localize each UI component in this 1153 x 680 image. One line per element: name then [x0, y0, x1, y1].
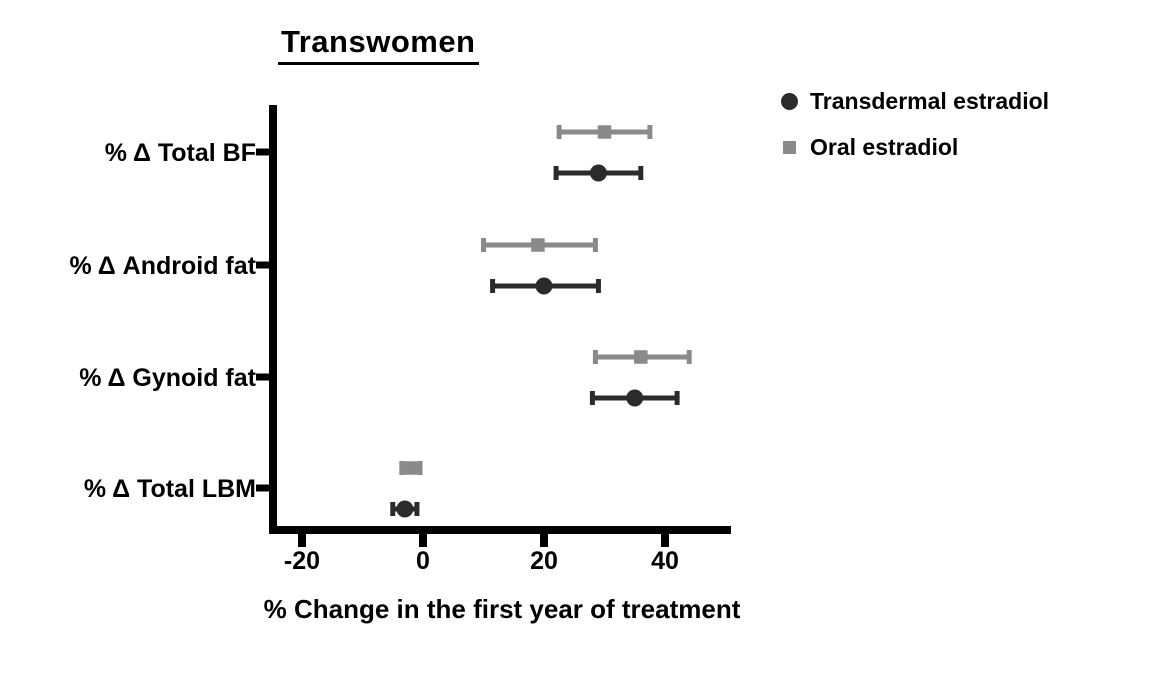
- legend: Transdermal estradiol Oral estradiol: [778, 88, 1049, 180]
- point-marker-circle: [626, 389, 644, 407]
- legend-label-oral: Oral estradiol: [810, 134, 959, 160]
- legend-marker-box: [778, 93, 800, 110]
- point-marker-square: [404, 461, 418, 475]
- x-tick-label: 20: [530, 547, 558, 575]
- category-label: % Δ Gynoid fat: [79, 364, 256, 392]
- point-marker-square: [531, 238, 545, 252]
- x-axis-label: % Change in the first year of treatment: [263, 594, 741, 624]
- point-marker-square: [634, 350, 648, 364]
- category-label: % Δ Total LBM: [84, 475, 256, 503]
- legend-item-transdermal: Transdermal estradiol: [778, 88, 1049, 115]
- x-tick-label: 0: [416, 547, 430, 575]
- chart-title: Transwomen: [278, 24, 479, 65]
- point-marker-square: [597, 125, 612, 139]
- circle-marker-icon: [780, 93, 798, 110]
- point-marker-circle: [589, 164, 607, 182]
- point-marker-circle: [396, 500, 414, 518]
- legend-marker-box: [778, 141, 800, 154]
- legend-item-oral: Oral estradiol: [778, 134, 1049, 161]
- point-marker-circle: [535, 277, 553, 295]
- square-marker-icon: [782, 141, 796, 154]
- x-tick-label: -20: [284, 547, 320, 575]
- category-label: % Δ Android fat: [70, 252, 257, 280]
- x-tick-label: 40: [651, 547, 679, 575]
- category-label: % Δ Total BF: [105, 139, 256, 167]
- legend-label-transdermal: Transdermal estradiol: [810, 88, 1050, 114]
